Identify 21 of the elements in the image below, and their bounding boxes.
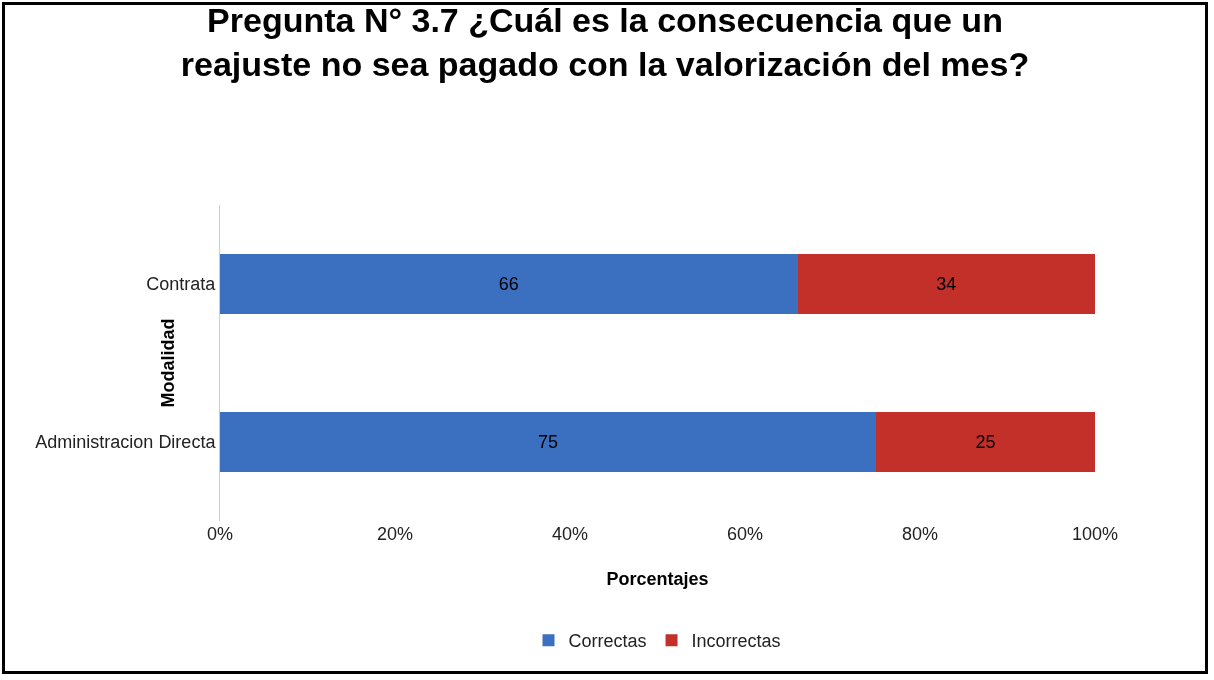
legend-label: Correctas <box>568 631 647 652</box>
chart-title: Pregunta N° 3.7 ¿Cuál es la consecuencia que un reajuste no sea pagado con la valorización del mes? <box>180 0 1030 83</box>
data-label: 34 <box>936 274 957 294</box>
data-label: 66 <box>498 274 519 294</box>
x-tick-label: 60% <box>726 524 764 544</box>
x-tick-label: 20% <box>376 524 414 544</box>
y-axis-title: Modalidad <box>158 318 178 408</box>
data-label: 25 <box>975 432 996 452</box>
x-tick-label: 100% <box>1071 524 1119 544</box>
bar <box>220 253 798 315</box>
y-tick-label: Contrata <box>146 274 217 295</box>
y-tick-label: Administracion Directa <box>35 432 217 453</box>
data-label: 75 <box>538 432 559 452</box>
x-tick-label: 80% <box>901 524 939 544</box>
x-axis-title: Porcentajes <box>606 569 709 589</box>
x-tick-label: 0% <box>206 524 234 544</box>
bar <box>876 411 1095 473</box>
bar <box>797 253 1095 315</box>
legend-label: Incorrectas <box>691 631 781 652</box>
bar <box>220 411 877 473</box>
x-tick-label: 40% <box>551 524 589 544</box>
